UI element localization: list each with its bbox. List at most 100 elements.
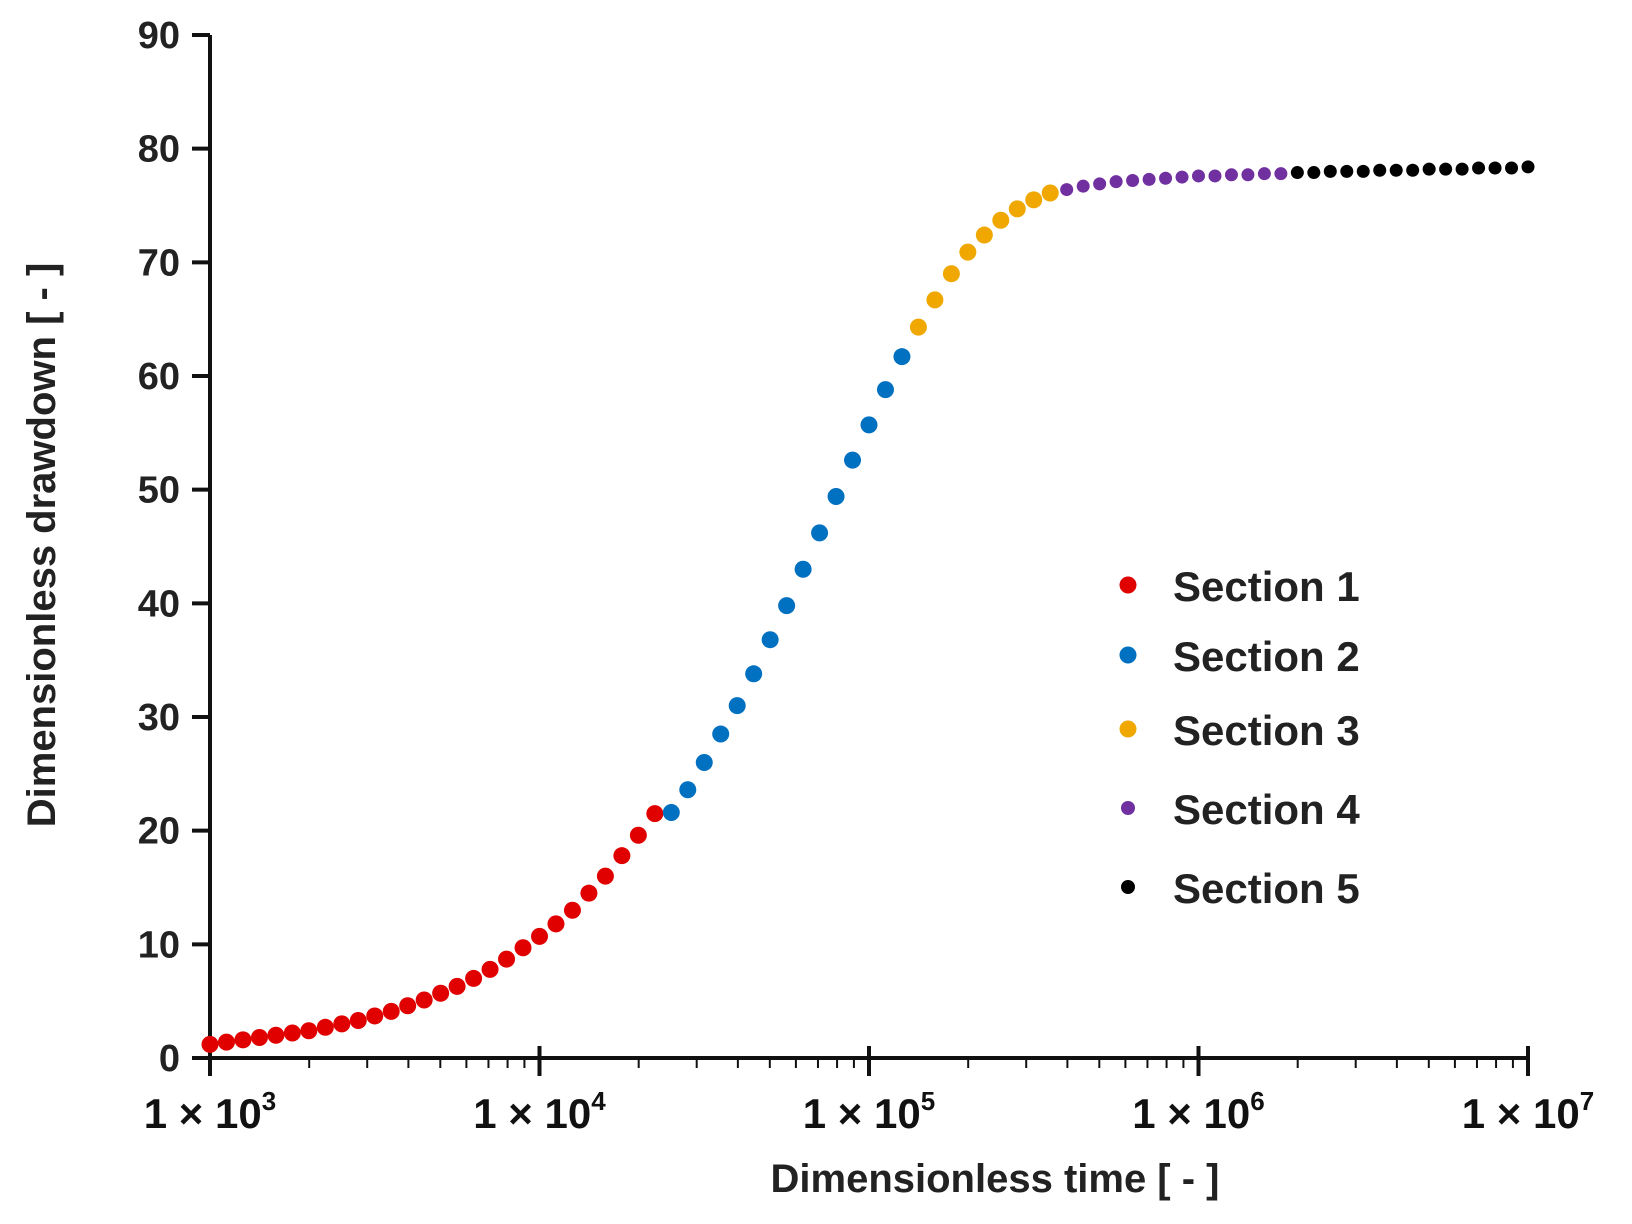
data-point	[811, 524, 829, 542]
data-point	[1175, 170, 1189, 184]
data-point	[1142, 172, 1156, 186]
legend-marker	[1121, 880, 1135, 894]
data-point	[267, 1026, 285, 1044]
x-axis-title: Dimensionless time [ - ]	[771, 1157, 1220, 1201]
data-point	[1257, 167, 1271, 181]
data-point	[349, 1011, 367, 1029]
data-point	[1109, 175, 1123, 189]
data-point	[844, 451, 862, 469]
x-tick-label-exponent: 6	[1250, 1086, 1264, 1116]
data-point	[1126, 173, 1140, 187]
x-tick-label-base: 1 × 10	[144, 1090, 262, 1137]
data-point	[1356, 164, 1370, 178]
data-point	[448, 977, 466, 995]
data-point	[580, 884, 598, 902]
data-point	[1076, 179, 1090, 193]
x-tick-label-exponent: 4	[591, 1086, 606, 1116]
data-point	[761, 631, 779, 649]
legend-label: Section 4	[1173, 786, 1360, 833]
data-point	[992, 211, 1010, 229]
data-point	[679, 781, 697, 799]
x-tick-label-exponent: 7	[1580, 1086, 1594, 1116]
data-point	[695, 753, 713, 771]
data-point	[1274, 167, 1288, 181]
data-point	[234, 1031, 252, 1049]
data-point	[498, 950, 516, 968]
x-tick-label-exponent: 3	[262, 1086, 276, 1116]
data-point	[1389, 163, 1403, 177]
data-point	[1505, 161, 1519, 175]
series-4	[1060, 167, 1288, 197]
data-point	[1060, 183, 1074, 197]
x-tick-label: 1 × 105	[803, 1086, 935, 1137]
data-point	[300, 1022, 318, 1040]
data-point	[514, 939, 532, 957]
data-point	[745, 665, 763, 683]
data-point	[1455, 162, 1469, 176]
legend-marker	[1119, 576, 1137, 594]
data-point	[1208, 169, 1222, 183]
y-tick-label: 50	[138, 470, 180, 512]
data-point	[1025, 191, 1043, 209]
data-point	[366, 1007, 384, 1025]
x-tick-label: 1 × 104	[473, 1086, 606, 1137]
series-5	[1290, 160, 1535, 180]
legend-label: Section 5	[1173, 865, 1360, 912]
data-point	[1439, 162, 1453, 176]
data-point	[432, 984, 450, 1002]
data-point	[646, 805, 664, 823]
x-tick-label: 1 × 106	[1132, 1086, 1264, 1137]
data-point	[1406, 163, 1420, 177]
data-point	[712, 725, 730, 743]
data-point	[794, 560, 812, 578]
series-3	[909, 184, 1059, 336]
data-point	[1422, 162, 1436, 176]
data-point	[1241, 168, 1255, 182]
data-point	[662, 803, 680, 821]
data-point	[728, 697, 746, 715]
y-tick-label: 30	[138, 697, 180, 739]
data-point	[1488, 161, 1502, 175]
data-point	[563, 901, 581, 919]
data-point	[1192, 169, 1205, 183]
x-tick-label: 1 × 107	[1462, 1086, 1594, 1137]
data-point	[1323, 164, 1337, 178]
data-point	[316, 1018, 334, 1036]
data-point	[283, 1024, 301, 1042]
legend-label: Section 1	[1173, 563, 1360, 610]
data-point	[1307, 166, 1321, 180]
y-tick-label: 10	[138, 924, 180, 966]
data-point	[1224, 168, 1238, 182]
y-axis-title: Dimensionless drawdown [ - ]	[20, 263, 64, 828]
data-point	[399, 997, 417, 1015]
legend-marker	[1121, 801, 1135, 815]
data-point	[613, 847, 631, 865]
data-point	[1290, 166, 1304, 180]
data-point	[893, 348, 911, 366]
data-point	[465, 969, 483, 987]
legend-label: Section 2	[1173, 633, 1360, 680]
x-tick-label-base: 1 × 10	[1462, 1090, 1580, 1137]
x-tick-label-base: 1 × 10	[1132, 1090, 1250, 1137]
data-point	[201, 1035, 219, 1053]
x-tick-label: 1 × 103	[144, 1086, 276, 1137]
data-point	[778, 597, 796, 615]
data-point	[1093, 177, 1107, 191]
data-point	[959, 243, 977, 261]
data-point	[1373, 163, 1387, 177]
data-points-group	[201, 160, 1535, 1053]
legend: Section 1 Section 2 Section 3 Section 4 Sect…	[1119, 563, 1360, 912]
axes-group	[192, 35, 1528, 1060]
legend-marker	[1119, 720, 1137, 738]
data-point	[860, 416, 878, 434]
y-ticks-group: 0 10 20 30 40 50 60 70 80 90	[138, 15, 210, 1080]
data-point	[217, 1033, 235, 1051]
data-point	[1008, 200, 1026, 218]
y-tick-label: 60	[138, 356, 180, 398]
series-2	[662, 348, 911, 821]
data-point	[1340, 164, 1354, 178]
data-point	[481, 960, 499, 978]
x-tick-label-exponent: 5	[921, 1086, 935, 1116]
data-point	[333, 1015, 351, 1033]
